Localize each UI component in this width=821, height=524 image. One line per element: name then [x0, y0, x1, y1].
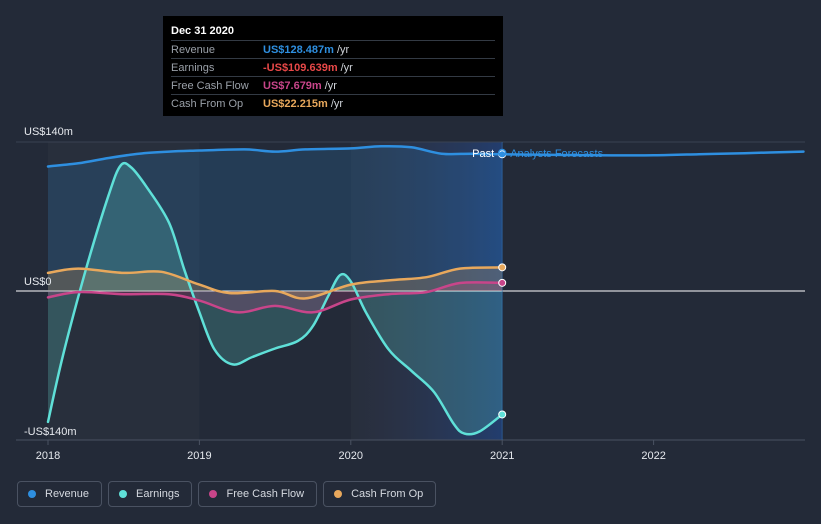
tooltip-value: -US$109.639m: [263, 61, 338, 74]
legend-dot-icon: [209, 490, 218, 498]
tooltip-unit: /yr: [336, 43, 350, 56]
legend-label: Revenue: [45, 488, 90, 500]
x-tick-label: 2020: [339, 450, 363, 462]
tooltip-unit: /yr: [324, 79, 337, 92]
tooltip-unit: /yr: [330, 97, 344, 110]
tooltip-label: Earnings: [171, 61, 215, 74]
legend-dot-icon: [119, 490, 128, 498]
legend-item-revenue[interactable]: Revenue: [17, 481, 103, 507]
past-label: Past: [472, 148, 494, 160]
tooltip-unit: /yr: [340, 61, 353, 74]
tooltip-value: US$22.215m: [263, 97, 328, 110]
tooltip-label: Cash From Op: [171, 97, 244, 110]
tooltip-row-cash-from-op: Cash From Op US$22.215m /yr: [171, 94, 495, 112]
tooltip-row-free-cash-flow: Free Cash Flow US$7.679m /yr: [171, 76, 495, 94]
tooltip-row-revenue: Revenue US$128.487m /yr: [171, 40, 495, 58]
legend-item-cash-from-op[interactable]: Cash From Op: [323, 481, 437, 507]
x-tick-label: 2019: [187, 450, 211, 462]
revenue-line: [46, 144, 504, 168]
earnings-area: [48, 163, 503, 435]
tooltip-value: US$7.679m: [263, 79, 322, 92]
legend-label: Free Cash Flow: [226, 488, 305, 500]
legend-dot-icon: [28, 490, 36, 498]
cash-from-op-end-marker[interactable]: [498, 263, 507, 272]
free-cash-flow-end-marker[interactable]: [498, 278, 507, 287]
revenue-area: [48, 146, 503, 291]
y-tick-label: -US$140m: [24, 426, 77, 438]
tooltip-value: US$128.487m: [263, 43, 334, 56]
legend-item-free-cash-flow[interactable]: Free Cash Flow: [198, 481, 318, 507]
cash-from-op-line: [46, 266, 504, 300]
tooltip-label: Revenue: [171, 43, 216, 56]
forecast-label: Analysts Forecasts: [510, 148, 603, 160]
legend: Revenue Earnings Free Cash Flow Cash Fro…: [17, 481, 437, 507]
earnings-end-marker[interactable]: [498, 410, 507, 419]
x-tick-label: 2022: [641, 450, 665, 462]
cash-from-op-area: [48, 267, 503, 299]
legend-label: Earnings: [136, 488, 180, 500]
x-tick-label: 2018: [36, 450, 60, 462]
free-cash-flow-line: [46, 281, 504, 314]
tooltip-date: Dec 31 2020: [171, 25, 234, 37]
y-tick-label: US$0: [24, 276, 52, 288]
legend-label: Cash From Op: [351, 488, 424, 500]
y-tick-label: US$140m: [24, 126, 73, 138]
earnings-line: [46, 161, 504, 436]
legend-item-earnings[interactable]: Earnings: [108, 481, 193, 507]
forecast-marker-icon: [497, 148, 507, 158]
tooltip-label: Free Cash Flow: [171, 79, 249, 92]
free-cash-flow-area: [48, 282, 503, 313]
tooltip: Dec 31 2020 Revenue US$128.487m /yr Earn…: [163, 16, 503, 116]
legend-dot-icon: [334, 490, 343, 498]
revenue-forecast-line: [500, 150, 805, 157]
tooltip-row-earnings: Earnings -US$109.639m /yr: [171, 58, 495, 76]
x-tick-label: 2021: [490, 450, 514, 462]
